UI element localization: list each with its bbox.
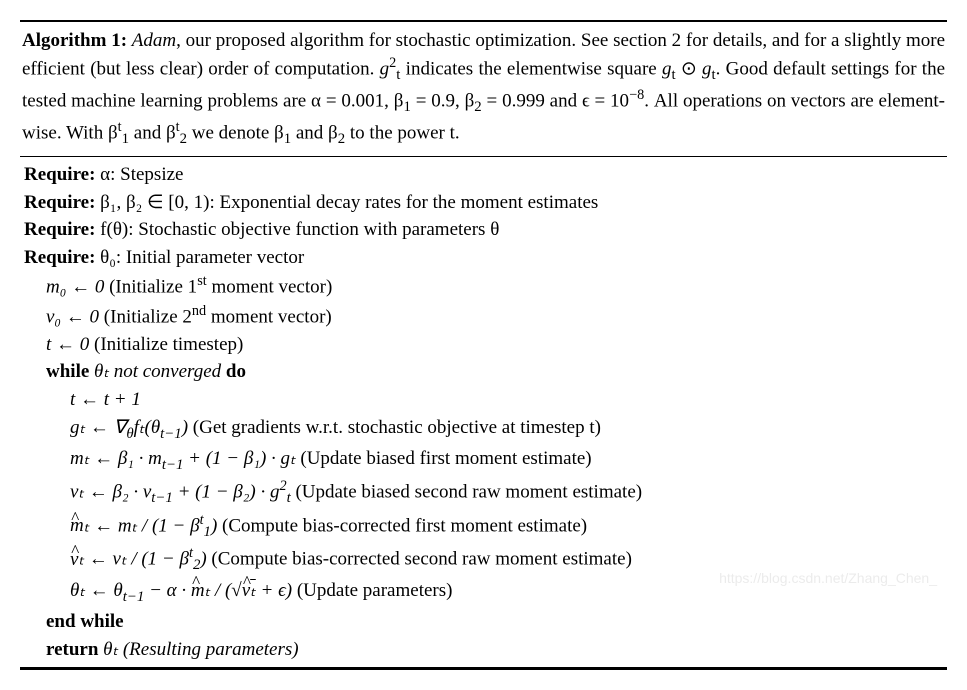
v-note: (Update biased second raw moment estimat…: [291, 481, 642, 502]
grad-sub: θ: [126, 425, 133, 441]
eps-exp: −8: [629, 87, 644, 103]
caption-text-2: indicates the elementwise square: [400, 58, 662, 79]
step-t: t ← t + 1: [22, 386, 945, 414]
beta2-sub: 2: [474, 99, 481, 115]
init-note2: moment vector): [207, 276, 333, 297]
v-tm1: t−1: [151, 490, 173, 506]
while-cond: θₜ not converged: [94, 361, 221, 382]
theta-update-line: θₜ ← θt−1 − α · mₜ / (√vₜ + ϵ) (Update p…: [22, 577, 945, 608]
vhat-line: vₜ ← vₜ / (1 − βt2) (Compute bias-correc…: [22, 543, 945, 577]
require-kw: Require:: [24, 164, 95, 185]
require-body: β₁, β₂ ∈ [0, 1): Exponential decay rates…: [100, 192, 598, 213]
algorithm-box: Algorithm 1: Adam, our proposed algorith…: [20, 20, 947, 670]
m-rest: + (1 − β₁) · gₜ: [183, 448, 295, 469]
end-while: end while: [22, 608, 945, 636]
require-body: α: Stepsize: [100, 164, 183, 185]
theta-close: + ϵ): [256, 580, 292, 601]
require-kw: Require:: [24, 247, 95, 268]
m-tm1: t−1: [162, 457, 184, 473]
require-body: θ₀: Initial parameter vector: [100, 247, 304, 268]
mhat-note: (Compute bias-corrected first moment est…: [217, 515, 587, 536]
grad-line: gₜ ← ∇θfₜ(θt−1) (Get gradients w.r.t. st…: [22, 414, 945, 445]
algo-name: Adam: [132, 30, 176, 51]
require-kw: Require:: [24, 219, 95, 240]
vhat-sym: v: [70, 549, 78, 570]
init-note2: moment vector): [206, 306, 332, 327]
v-sq: 2: [279, 478, 286, 494]
return-line: return θₜ (Resulting parameters): [22, 636, 945, 664]
vhat-lhs: ₜ ← vₜ / (1 − β: [78, 549, 189, 570]
mhat-sub: 1: [204, 524, 211, 540]
theta-note: (Update parameters): [292, 580, 452, 601]
grad-lhs: gₜ ← ∇: [70, 417, 126, 438]
theta-vhat-sym: v: [242, 580, 250, 601]
return-kw: return: [46, 639, 98, 660]
gt-sq-sym: g: [380, 58, 390, 79]
v-update-line: vₜ ← β₂ · vt−1 + (1 − β₂) · g2t (Update …: [22, 476, 945, 510]
m-update: mₜ ← β₁ · m: [70, 448, 162, 469]
caption-text-10: to the power t.: [345, 122, 460, 143]
require-kw: Require:: [24, 192, 95, 213]
init-note: (Initialize 2: [104, 306, 192, 327]
theta-lhs: θₜ ← θ: [70, 580, 123, 601]
init-lhs: v₀ ← 0: [46, 306, 99, 327]
beta1-plain-sub: 1: [284, 131, 291, 147]
grad-note: (Get gradients w.r.t. stochastic objecti…: [188, 417, 601, 438]
odot-sym: ⊙: [676, 58, 702, 79]
beta1-sub: 1: [403, 99, 410, 115]
require-line: Require: θ₀: Initial parameter vector: [22, 244, 945, 272]
algorithm-body: Require: α: Stepsize Require: β₁, β₂ ∈ […: [20, 157, 947, 668]
mhat-sym: m: [70, 515, 84, 536]
theta-mhat-sym: m: [191, 580, 205, 601]
init-line: v₀ ← 0 (Initialize 2nd moment vector): [22, 301, 945, 331]
caption-text-4: = 0.9, β: [411, 90, 474, 111]
init-sup: st: [197, 273, 207, 289]
vhat-note: (Compute bias-corrected second raw momen…: [207, 549, 632, 570]
caption-text-5: = 0.999 and ϵ = 10: [482, 90, 629, 111]
theta-mid: − α ·: [144, 580, 191, 601]
require-line: Require: β₁, β₂ ∈ [0, 1): Exponential de…: [22, 189, 945, 217]
algorithm-caption: Algorithm 1: Adam, our proposed algorith…: [20, 22, 947, 157]
init-lhs: t ← 0: [46, 334, 89, 355]
init-line: t ← 0 (Initialize timestep): [22, 331, 945, 359]
theta-tm1: t−1: [123, 589, 145, 605]
m-note: (Update biased first moment estimate): [296, 448, 592, 469]
mhat-lhs: ₜ ← mₜ / (1 − β: [84, 515, 200, 536]
init-note: (Initialize 1: [109, 276, 197, 297]
init-lhs: m₀ ← 0: [46, 276, 104, 297]
while-line: while θₜ not converged do: [22, 358, 945, 386]
caption-text-9: and β: [291, 122, 338, 143]
mhat-line: mₜ ← mₜ / (1 − βt1) (Compute bias-correc…: [22, 510, 945, 544]
require-line: Require: α: Stepsize: [22, 161, 945, 189]
do-kw: do: [226, 361, 246, 382]
algo-label: Algorithm 1:: [22, 30, 127, 51]
caption-text-8: we denote β: [187, 122, 284, 143]
gt-odot-2: g: [702, 58, 712, 79]
v-rest: + (1 − β₂) · g: [173, 481, 280, 502]
grad-tm1: t−1: [160, 425, 182, 441]
caption-text-7: and β: [129, 122, 176, 143]
init-line: m₀ ← 0 (Initialize 1st moment vector): [22, 271, 945, 301]
theta-mhat-t: ₜ / (√: [205, 580, 242, 601]
init-sup: nd: [192, 303, 206, 319]
grad-f: fₜ(θ: [134, 417, 161, 438]
init-note: (Initialize timestep): [94, 334, 243, 355]
beta1-pow-sub: 1: [122, 131, 129, 147]
while-kw: while: [46, 361, 89, 382]
beta2-pow-sub: 2: [180, 131, 187, 147]
m-update-line: mₜ ← β₁ · mt−1 + (1 − β₁) · gₜ (Update b…: [22, 445, 945, 476]
v-update: vₜ ← β₂ · v: [70, 481, 151, 502]
require-body: f(θ): Stochastic objective function with…: [100, 219, 499, 240]
require-line: Require: f(θ): Stochastic objective func…: [22, 216, 945, 244]
return-body: θₜ (Resulting parameters): [98, 639, 298, 660]
